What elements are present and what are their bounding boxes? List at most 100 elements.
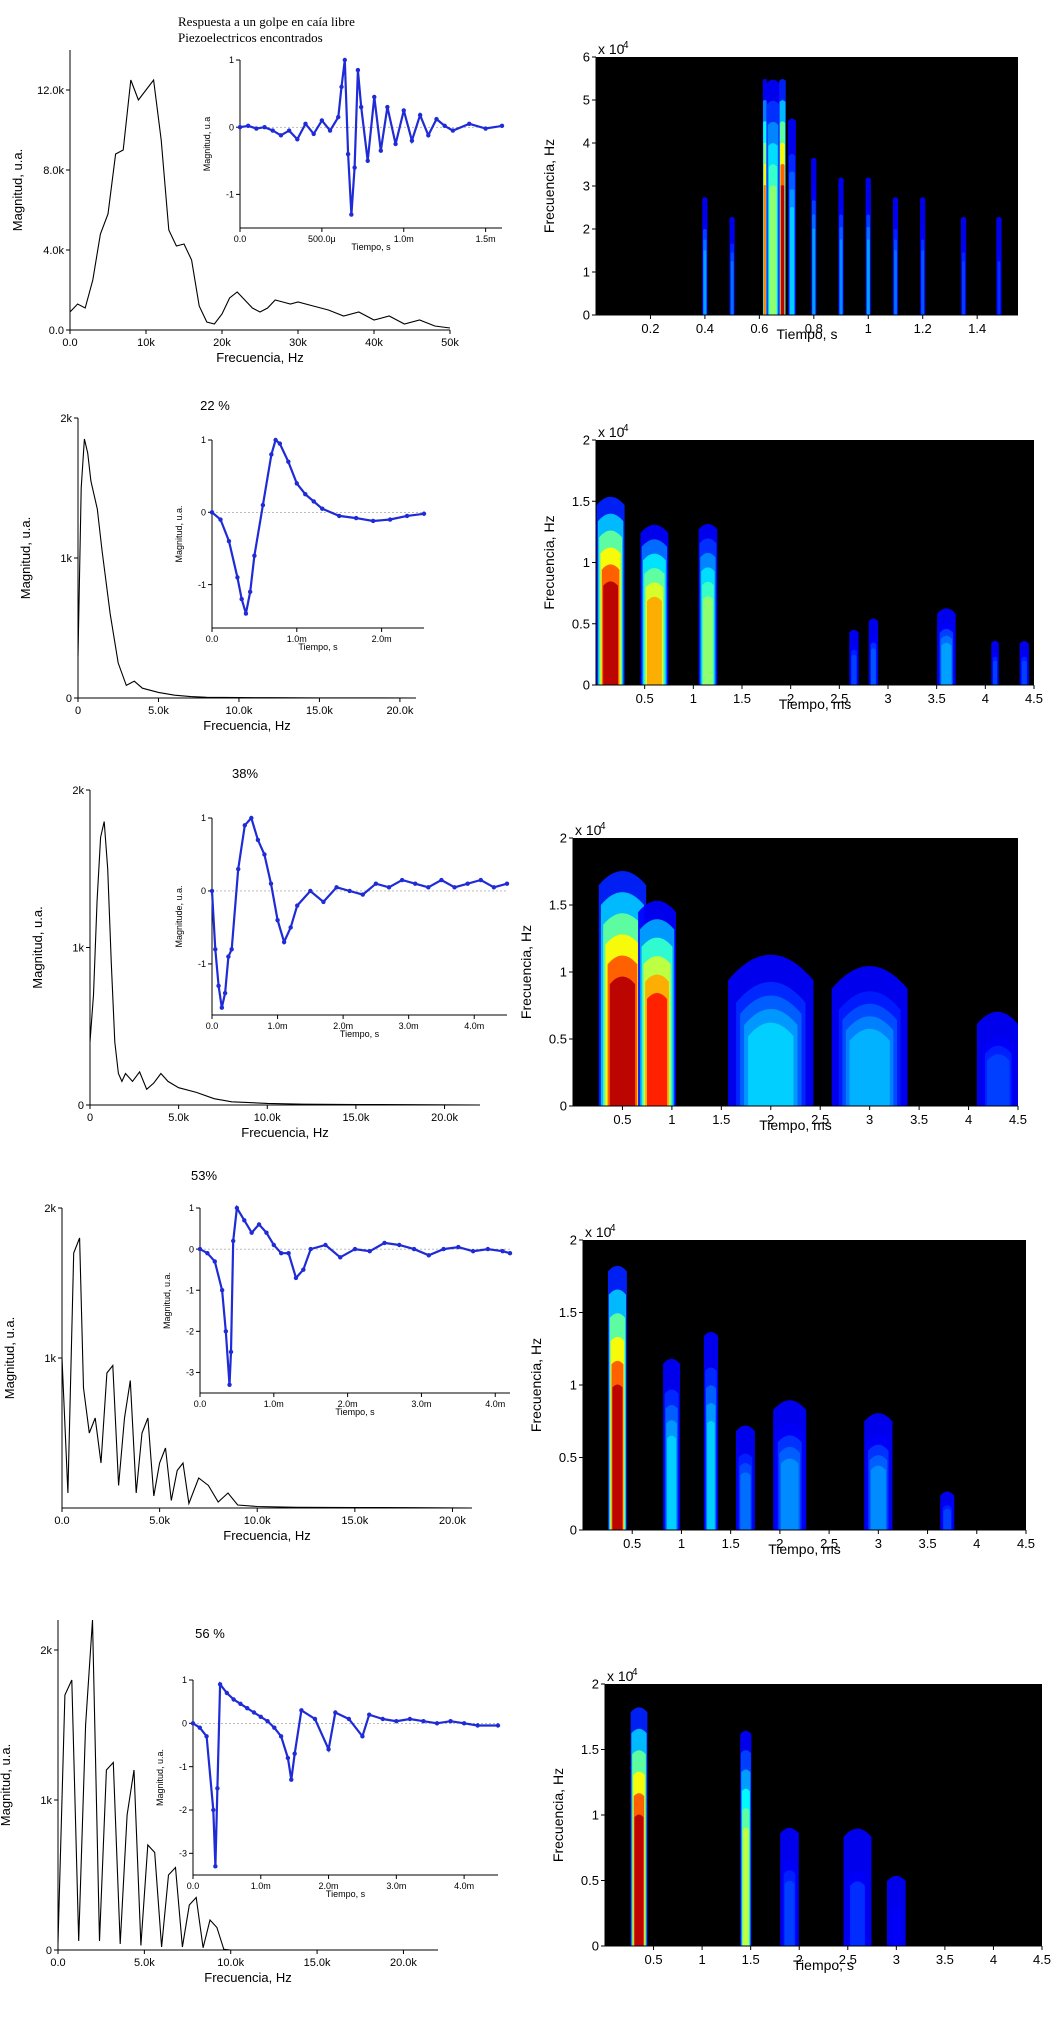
row5-spectrum-x-label: Frecuencia, Hz: [204, 1970, 291, 1985]
row1-time-inset-point: [450, 128, 456, 133]
row3-time-inset-point: [491, 885, 497, 890]
row4-spectrogram-blob: [663, 1358, 681, 1530]
row5-spectrogram-blob-band: [891, 1907, 902, 1946]
row4-time-inset-point: [485, 1246, 491, 1252]
row5-time-inset-point: [312, 1716, 318, 1722]
row3-time-inset-point: [295, 903, 300, 908]
row2-spectrogram-blob: [937, 608, 956, 685]
row5-spectrum-y-tick-label: 0: [46, 1945, 52, 1957]
row1-time-inset-point: [401, 108, 406, 113]
row4-spectrogram-blob: [773, 1400, 807, 1530]
row3-time-inset-point: [452, 885, 457, 890]
row1-time-inset-point: [262, 125, 267, 130]
row4-spectrogram-blob: [703, 1331, 719, 1530]
row1-time-inset-point: [237, 125, 243, 130]
row3-spectrogram-x-tick-label: 3.5: [910, 1112, 928, 1127]
row3-time-inset-point: [439, 877, 444, 883]
row4-time-inset-point: [286, 1251, 291, 1256]
row1-spectrogram-axes: 0.2 0.4 0.6 0.8 1 1.2 1.4 0 1 2 3 4 5 6 Tiempo, s Frecu…: [541, 50, 1018, 342]
row3-spectrogram-multiplier: x 104: [575, 821, 606, 838]
row1-spectrogram-background: [596, 57, 1018, 315]
row1-spectrum-x-label: Frecuencia, Hz: [216, 350, 303, 365]
row2-time-inset-point: [320, 506, 325, 511]
row5-time-inset-x-label: Tiempo, s: [326, 1889, 366, 1899]
row3-spectrogram-y-tick-label: 0: [560, 1099, 567, 1114]
row1-spectrogram-blob-band: [769, 185, 777, 315]
row5-spectrum-series-line: [57, 1619, 231, 1951]
row3-time-inset-point: [478, 877, 483, 883]
row2-time-inset-x-label: Tiempo, s: [298, 642, 338, 652]
row4-time-inset-point: [397, 1242, 402, 1248]
row3-spectrogram-x-tick-label: 3: [866, 1112, 873, 1127]
row2-spectrogram-x-label: Tiempo, ms: [779, 696, 852, 712]
row2-time-inset-series-line: [211, 438, 425, 614]
row2-spectrogram-x-tick-label: 1: [690, 691, 697, 706]
row4-spectrogram-y-tick-label: 2: [570, 1233, 577, 1248]
row4-time-inset-point: [441, 1246, 446, 1252]
row4-time-inset-point: [352, 1246, 358, 1252]
row4-time-inset-point: [367, 1248, 372, 1254]
row5-time-inset-point: [367, 1712, 372, 1717]
row2-time-inset-point: [387, 517, 393, 522]
row3-time-inset-point: [413, 881, 418, 886]
row5-time-inset-point: [495, 1723, 501, 1728]
row2-time-inset-point: [353, 515, 359, 521]
row4-spectrum-x-label: Frecuencia, Hz: [223, 1528, 310, 1543]
row1-spectrogram-y-tick-label: 5: [583, 93, 590, 108]
row3-time-inset-point: [321, 899, 326, 905]
row5-time-inset-point: [272, 1725, 277, 1730]
row5-time-inset-x-tick-label: 1.0m: [251, 1881, 271, 1891]
row3-time-inset-point: [226, 954, 231, 959]
row5-spectrogram-multiplier: x 104: [607, 1667, 638, 1684]
row4-spectrogram-x-tick-label: 1.5: [722, 1536, 740, 1551]
row1-time-inset-point: [426, 133, 431, 138]
row3-spectrogram-heatmap: [573, 838, 1018, 1106]
row1-spectrogram-blob: [702, 197, 708, 315]
row4-spectrogram-x-label: Tiempo, ms: [768, 1541, 841, 1557]
row4-time-inset-point: [231, 1238, 236, 1244]
row2-time-inset-point: [421, 511, 427, 516]
row2-spectrum-y-tick-label: 2k: [60, 413, 72, 425]
row4-time-inset-point: [278, 1251, 284, 1256]
row5-spectrum-x-tick-label: 0.0: [50, 1957, 65, 1969]
row1-time-inset-point: [352, 165, 357, 170]
row4-time-inset-point: [228, 1349, 234, 1355]
row5-spectrogram-background: [605, 1684, 1042, 1946]
row1-spectrogram-blob: [766, 79, 780, 315]
row2-spectrogram-blob: [849, 629, 859, 685]
row5-spectrum-title: 56 %: [195, 1626, 225, 1641]
row1-time-inset-point: [311, 131, 316, 137]
row2-time-inset-point: [404, 513, 410, 519]
row5-time-inset-point: [461, 1721, 467, 1726]
row1-spectrogram-blob-band: [866, 239, 870, 315]
row1-spectrogram-blob-band: [839, 239, 843, 315]
row1-spectrogram-blob-band: [894, 250, 897, 315]
row2-spectrogram-x-tick-label: 2: [787, 691, 794, 706]
row2-spectrogram-blob-band: [647, 596, 662, 685]
row1-time-inset-point: [345, 151, 351, 157]
row4-time-inset-point: [197, 1246, 203, 1252]
row4-time-inset-point: [507, 1251, 513, 1256]
row1-time-inset-x-tick-label: 500.0μ: [308, 234, 336, 244]
row3-time-inset-point: [504, 881, 510, 886]
row3-time-inset-point: [236, 866, 241, 872]
row3-time-inset-x-tick-label: 0.0: [206, 1021, 219, 1031]
row1-spectrogram-blob-band: [780, 185, 785, 315]
row1-spectrogram-blob: [788, 118, 796, 315]
row1-spectrogram-y-tick-label: 6: [583, 50, 590, 65]
row3-time-inset-point: [268, 881, 274, 886]
row1-time-inset-point: [467, 121, 472, 127]
row3-time-inset-point: [386, 885, 392, 890]
row2-spectrum-series-line: [77, 438, 417, 699]
row4-spectrogram-y-tick-label: 1: [570, 1378, 577, 1393]
row3-spectrum-y-tick-label: 2k: [72, 785, 84, 797]
row1-spectrum-series-line: [69, 78, 451, 329]
row2-spectrogram-blob: [868, 618, 879, 685]
row1-spectrum-axes: 0.0 10k 20k 30k 40k 50k 0.0 4.0k 8.0k 12.0k Frecue…: [10, 50, 459, 365]
row4-spectrogram-x-tick-label: 2: [776, 1536, 783, 1551]
row2-time-inset-point: [209, 510, 215, 515]
row5-time-inset-point: [360, 1734, 365, 1739]
row1-spectrum-y-tick-label: 4.0k: [43, 245, 64, 257]
row3-time-inset-point: [255, 837, 261, 843]
